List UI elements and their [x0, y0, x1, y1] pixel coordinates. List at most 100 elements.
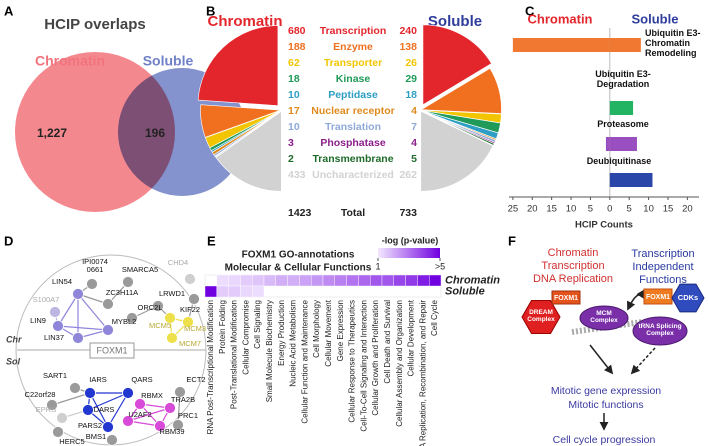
column-label: Cellular Development — [407, 299, 416, 376]
pie-slice — [421, 110, 495, 146]
node-label: IPI00740661 — [82, 257, 108, 275]
network-node — [166, 332, 178, 344]
network-node — [82, 404, 94, 416]
node-label: PARS2 — [77, 421, 103, 430]
count-label: 262 — [399, 169, 417, 181]
network-node — [174, 386, 186, 398]
network-edge — [57, 293, 79, 327]
x-tick-label: 15 — [546, 204, 557, 215]
heatmap-title: FOXM1 GO-annotations — [242, 250, 355, 261]
network-node — [164, 402, 176, 414]
total-count: 733 — [399, 207, 417, 219]
node-label: EPRS — [35, 405, 57, 414]
network-node — [49, 306, 61, 318]
heatmap-cell — [240, 274, 253, 287]
group-label: Sol — [6, 356, 21, 366]
network-node — [152, 300, 164, 312]
model-heading: Functions — [639, 274, 687, 286]
network-node — [164, 312, 176, 324]
x-tick-label: 20 — [527, 204, 538, 215]
panel-letter: B — [206, 3, 215, 18]
column-label: Protein Folding — [218, 300, 227, 354]
column-label: DNA Replication, Recombination, and Repa… — [418, 300, 427, 446]
node-label: SMARCA5 — [121, 265, 159, 274]
network-edge — [87, 392, 129, 411]
node-label: QARS — [131, 375, 153, 384]
foxm1-text: FOXM1 — [646, 294, 670, 301]
count-label: 240 — [399, 25, 417, 37]
network-edge — [77, 293, 109, 331]
node-label: U2AF2 — [128, 410, 152, 419]
group-label: Chr — [6, 334, 22, 344]
total-label: Total — [341, 207, 365, 219]
column-label: Energy Production — [277, 300, 286, 366]
outcome: Mitotic gene expression — [551, 385, 661, 397]
pie-slice — [420, 67, 502, 114]
network-node — [56, 412, 68, 424]
column-label: RNA Post-Transcriptional Modification — [206, 300, 215, 434]
category-label: Ubiquitin E3-Chromatin Remodeling — [645, 28, 701, 58]
x-tick-label: 5 — [627, 204, 632, 215]
heatmap-cell — [275, 274, 288, 287]
mcm-complex — [579, 305, 629, 331]
node-label: RBM39 — [159, 427, 185, 436]
network-node — [52, 320, 64, 332]
category-label: Transporter — [324, 57, 382, 69]
column-label: Cell Morphology — [312, 300, 321, 358]
network-node — [72, 288, 84, 300]
heatmap-cell — [429, 274, 442, 287]
network-node — [126, 312, 138, 324]
heatmap-cell — [216, 274, 229, 287]
heatmap-cell — [228, 274, 241, 287]
network-node — [134, 398, 146, 410]
count-label: 29 — [405, 73, 417, 85]
bar — [605, 137, 610, 151]
cdk-node — [671, 283, 705, 313]
node-label: IARS — [89, 375, 107, 384]
count-label: 4 — [411, 137, 417, 149]
heatmap-cell — [216, 285, 229, 298]
panel-letter: C — [525, 3, 535, 18]
network-edge — [89, 392, 109, 428]
category-label: Transmembrane — [312, 153, 393, 165]
network-edge — [127, 407, 171, 422]
x-axis-label: HCIP Counts — [575, 220, 633, 231]
column-label: Small Molecule Biochemistry — [265, 300, 274, 402]
model-heading: DNA Replication — [533, 273, 613, 285]
outcome: Mitotic functions — [568, 399, 643, 411]
bar — [609, 173, 653, 187]
category-label: Enzyme — [333, 41, 373, 53]
network-node — [122, 387, 134, 399]
category-label: Uncharacterized — [312, 169, 394, 181]
set-name: Chromatin — [35, 53, 105, 69]
network-node — [84, 387, 96, 399]
foxm1-node — [551, 290, 581, 305]
node-label: KIF22 — [179, 305, 200, 314]
network-node — [46, 399, 58, 411]
heatmap-cell — [393, 274, 406, 287]
column-label: Cell-To-Cell Signaling and Interaction — [359, 300, 368, 432]
network-node — [154, 420, 166, 432]
mcm-label: MCM Complex — [590, 310, 618, 325]
count-label: 10 — [288, 89, 300, 101]
heatmap-cell — [322, 274, 336, 287]
series-name: Soluble — [428, 13, 482, 30]
column-label: Cellular Compromise — [241, 299, 250, 374]
node-label: ZC3H11A — [105, 288, 139, 297]
column-label: Cellular Assembly and Organization — [395, 300, 404, 427]
bar — [512, 38, 610, 52]
dream-label: DREAM Complex — [527, 309, 555, 324]
x-tick-label: 25 — [508, 204, 519, 215]
x-tick-label: 0 — [607, 204, 612, 215]
count-label: 680 — [288, 25, 306, 37]
node-label: ECT2 — [186, 375, 206, 384]
foxm1-box — [89, 342, 135, 359]
x-tick-label: 20 — [682, 204, 693, 215]
arrow — [589, 344, 614, 375]
network-node — [184, 273, 196, 285]
network-node — [86, 278, 98, 290]
foxm1-text: FOXM1 — [554, 295, 578, 302]
network-node — [122, 415, 134, 427]
trna-label: tRNA Splicing Complex — [638, 323, 682, 338]
